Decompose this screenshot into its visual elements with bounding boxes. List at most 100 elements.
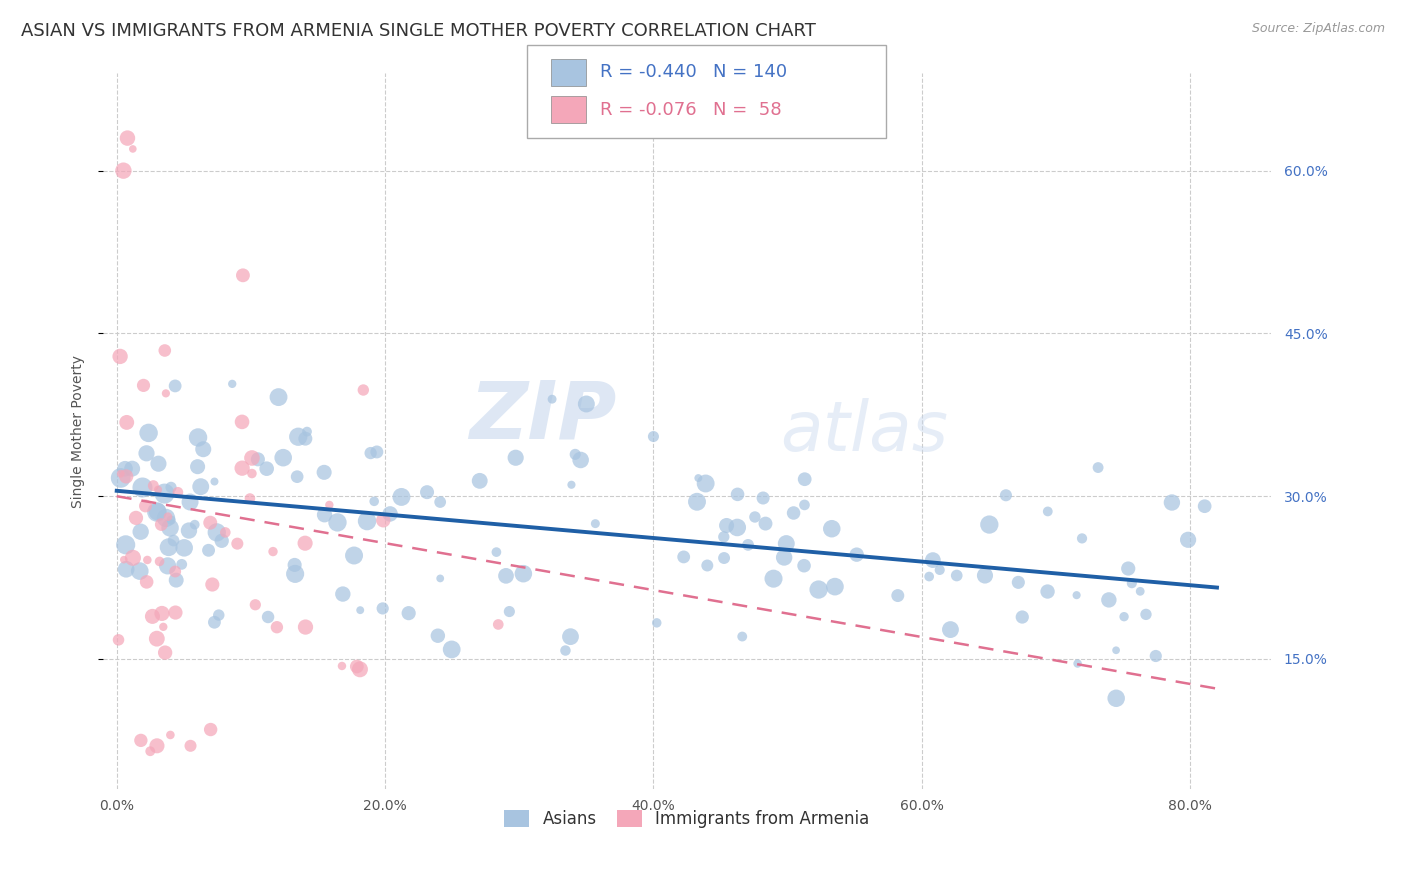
Point <box>138 425 160 440</box>
Point <box>696 558 718 573</box>
Point <box>330 659 353 673</box>
Point <box>271 450 294 465</box>
Point <box>378 507 401 521</box>
Point <box>112 163 135 178</box>
Point <box>352 383 374 397</box>
Point <box>1007 575 1029 590</box>
Point <box>1105 643 1128 657</box>
Point <box>294 536 316 550</box>
Point <box>725 520 748 534</box>
Point <box>727 487 749 501</box>
Point <box>177 524 200 538</box>
Point <box>146 739 169 753</box>
Point <box>775 536 797 550</box>
Point <box>204 475 226 489</box>
Point <box>122 550 145 565</box>
Point <box>343 549 366 563</box>
Point <box>267 390 290 404</box>
Point <box>226 536 249 550</box>
Point <box>318 498 340 512</box>
Point <box>107 632 129 647</box>
Point <box>135 574 157 589</box>
Point <box>153 486 176 500</box>
Point <box>326 516 349 530</box>
Point <box>807 582 830 597</box>
Point <box>128 564 150 578</box>
Point <box>1194 499 1216 513</box>
Point <box>349 603 371 617</box>
Point <box>231 461 253 475</box>
Point <box>110 471 132 485</box>
Point <box>349 662 371 676</box>
Point <box>201 577 224 591</box>
Point <box>495 569 517 583</box>
Point <box>165 573 187 587</box>
Point <box>257 610 280 624</box>
Point <box>115 469 138 483</box>
Point <box>583 516 606 531</box>
Point <box>716 518 738 533</box>
Text: ASIAN VS IMMIGRANTS FROM ARMENIA SINGLE MOTHER POVERTY CORRELATION CHART: ASIAN VS IMMIGRANTS FROM ARMENIA SINGLE … <box>21 22 815 40</box>
Point <box>821 522 844 536</box>
Point <box>232 268 254 283</box>
Point <box>373 513 395 527</box>
Point <box>284 558 307 572</box>
Point <box>159 521 181 535</box>
Point <box>146 505 169 519</box>
Point <box>294 620 316 634</box>
Point <box>429 495 451 509</box>
Point <box>554 643 576 657</box>
Text: ZIP: ZIP <box>470 378 617 456</box>
Point <box>918 569 941 583</box>
Point <box>197 543 219 558</box>
Point <box>486 617 509 632</box>
Point <box>204 615 226 630</box>
Point <box>129 733 152 747</box>
Point <box>284 566 307 581</box>
Point <box>793 498 815 512</box>
Point <box>752 491 775 505</box>
Point <box>256 461 278 475</box>
Point <box>560 630 582 644</box>
Point <box>121 461 143 475</box>
Point <box>541 392 564 407</box>
Point <box>240 450 263 465</box>
Point <box>440 642 463 657</box>
Point <box>294 432 316 446</box>
Point <box>142 478 165 492</box>
Point <box>287 430 309 444</box>
Text: R = -0.440: R = -0.440 <box>600 63 697 81</box>
Point <box>156 509 179 524</box>
Point <box>221 376 243 391</box>
Point <box>110 467 132 481</box>
Point <box>346 659 368 673</box>
Point <box>157 540 180 554</box>
Point <box>1160 495 1182 509</box>
Text: N = 140: N = 140 <box>713 63 787 81</box>
Point <box>129 524 152 539</box>
Point <box>135 446 157 460</box>
Point <box>505 450 527 465</box>
Point <box>115 562 138 576</box>
Point <box>115 416 138 430</box>
Point <box>187 430 209 444</box>
Point <box>939 623 962 637</box>
Point <box>994 488 1017 502</box>
Point <box>285 469 308 483</box>
Text: Source: ZipAtlas.com: Source: ZipAtlas.com <box>1251 22 1385 36</box>
Point <box>1105 691 1128 706</box>
Point <box>153 646 176 660</box>
Point <box>179 739 201 753</box>
Legend: Asians, Immigrants from Armenia: Asians, Immigrants from Armenia <box>498 803 876 835</box>
Point <box>416 485 439 500</box>
Point <box>762 572 785 586</box>
Point <box>688 471 710 485</box>
Y-axis label: Single Mother Poverty: Single Mother Poverty <box>72 355 86 508</box>
Point <box>1116 561 1139 575</box>
Point <box>108 350 131 364</box>
Text: R = -0.076: R = -0.076 <box>600 101 697 119</box>
Point <box>132 378 155 392</box>
Point <box>136 553 159 567</box>
Point <box>246 452 269 467</box>
Point <box>1036 504 1059 518</box>
